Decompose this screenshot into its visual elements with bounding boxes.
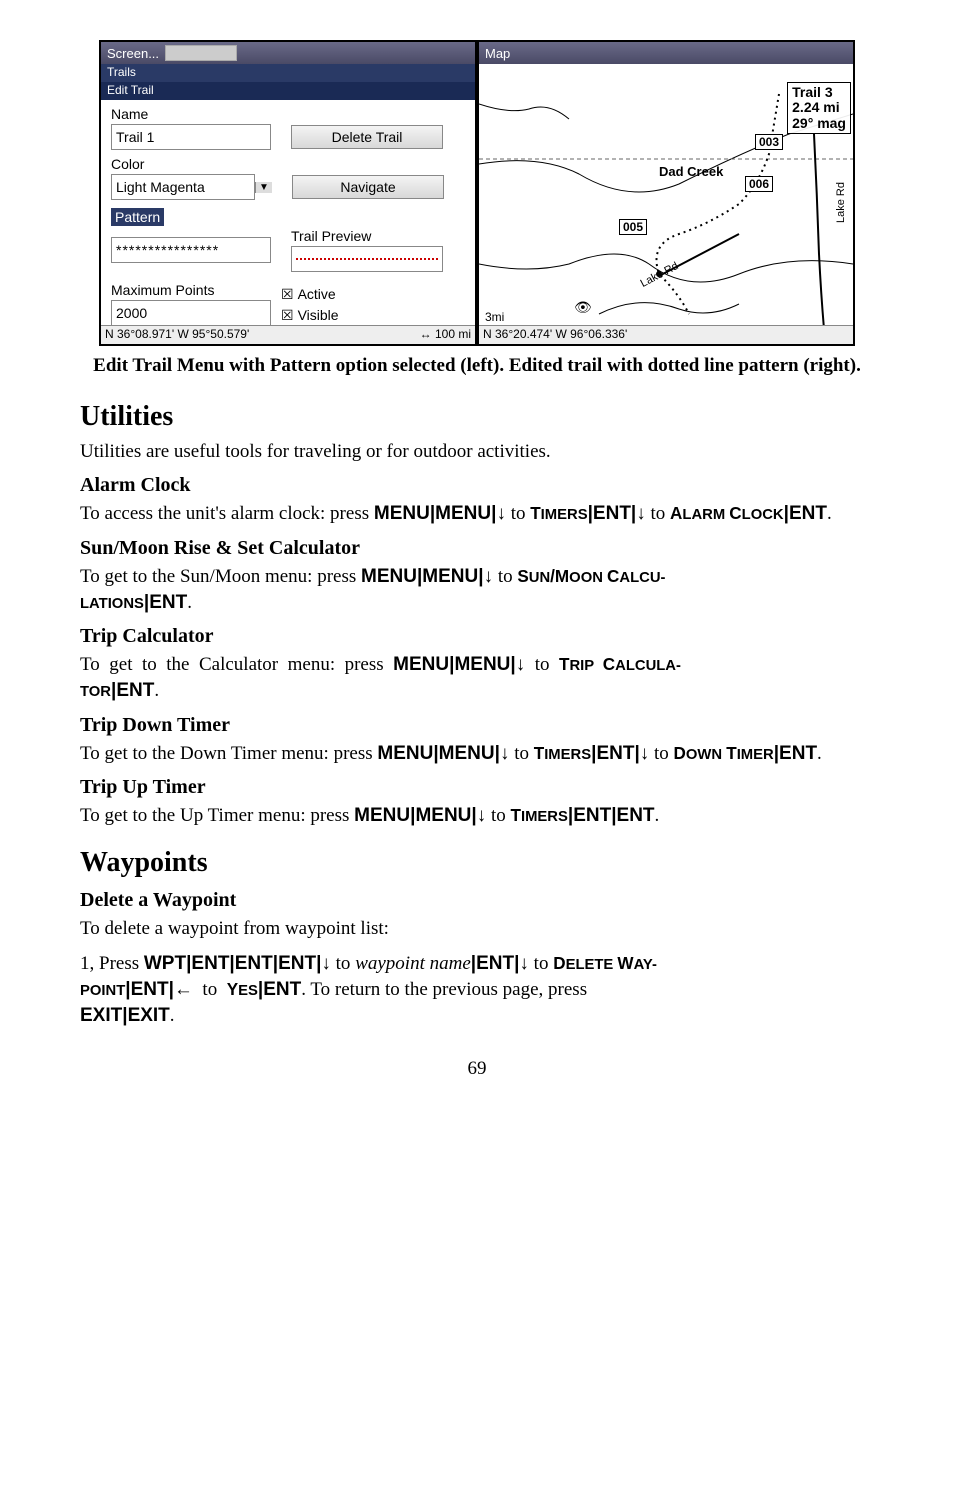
visible-label: Visible xyxy=(298,307,339,323)
map-titlebar: Map xyxy=(479,42,853,64)
figure-caption: Edit Trail Menu with Pattern option sele… xyxy=(80,354,874,379)
title-field xyxy=(165,45,237,61)
color-field[interactable]: Light Magenta xyxy=(111,174,255,200)
trail-dist: 2.24 mi xyxy=(792,100,846,115)
edit-trail-screenshot: Screen... Trails Edit Trail Name Trail 1… xyxy=(99,40,477,346)
trail-preview xyxy=(291,246,443,272)
sunmoon-heading: Sun/Moon Rise & Set Calculator xyxy=(80,537,874,560)
map-screenshot: Map Trail 3 2.24 mi xyxy=(477,40,855,346)
trail-name: Trail 3 xyxy=(792,85,846,100)
figure-row: Screen... Trails Edit Trail Name Trail 1… xyxy=(80,40,874,346)
pattern-label: Pattern xyxy=(111,208,164,226)
map-coords: N 36°20.474' W 96°06.336' xyxy=(483,327,627,343)
name-label: Name xyxy=(111,106,465,122)
lr-icon: ↔ xyxy=(420,327,432,341)
utilities-intro: Utilities are useful tools for traveling… xyxy=(80,439,874,465)
trail-preview-label: Trail Preview xyxy=(291,228,443,244)
map-area[interactable]: Trail 3 2.24 mi 29° mag Dad Creek 003 00… xyxy=(479,64,853,328)
window-title: Screen... xyxy=(107,46,159,61)
tripup-heading: Trip Up Timer xyxy=(80,776,874,799)
eye-icon: 👁 xyxy=(574,299,592,316)
delete-trail-button[interactable]: Delete Trail xyxy=(291,125,443,149)
tripcalc-heading: Trip Calculator xyxy=(80,625,874,648)
window-titlebar: Screen... xyxy=(101,42,475,64)
wp-006: 006 xyxy=(745,176,773,192)
max-points-label: Maximum Points xyxy=(111,282,281,298)
wp-003: 003 xyxy=(755,134,783,150)
lake-rd-label: Lake Rd xyxy=(835,182,847,223)
utilities-heading: Utilities xyxy=(80,401,874,433)
active-label: Active xyxy=(298,286,336,302)
map-title: Map xyxy=(485,46,510,61)
active-checkbox[interactable]: ☒Active xyxy=(281,286,339,303)
tripdown-body: To get to the Down Timer menu: press MEN… xyxy=(80,741,874,767)
trail-info-box: Trail 3 2.24 mi 29° mag xyxy=(787,82,851,134)
trail-bearing: 29° mag xyxy=(792,116,846,131)
delete-waypoint-heading: Delete a Waypoint xyxy=(80,889,874,912)
page-number: 69 xyxy=(80,1058,874,1080)
alarm-clock-heading: Alarm Clock xyxy=(80,474,874,497)
status-bar: N 36°08.971' W 95°50.579' ↔ 100 mi xyxy=(101,325,475,344)
tab-trails[interactable]: Trails xyxy=(101,64,475,82)
delete-waypoint-steps: 1, Press WPT|ENT|ENT|ENT|↓ to waypoint n… xyxy=(80,951,874,1028)
max-points-field[interactable]: 2000 xyxy=(111,300,271,326)
visible-checkbox[interactable]: ☒Visible xyxy=(281,307,339,324)
map-status-bar: N 36°20.474' W 96°06.336' xyxy=(479,325,853,344)
tripcalc-body: To get to the Calculator menu: press MEN… xyxy=(80,652,874,703)
dad-creek-label: Dad Creek xyxy=(659,164,723,179)
pattern-field[interactable]: **************** xyxy=(111,237,271,263)
section-edit-trail: Edit Trail xyxy=(101,82,475,100)
sunmoon-body: To get to the Sun/Moon menu: press MENU|… xyxy=(80,564,874,615)
delete-waypoint-intro: To delete a waypoint from waypoint list: xyxy=(80,916,874,942)
coords: N 36°08.971' W 95°50.579' xyxy=(105,327,249,343)
alarm-clock-body: To access the unit's alarm clock: press … xyxy=(80,501,874,527)
zoom-level: 100 mi xyxy=(435,327,471,341)
tripup-body: To get to the Up Timer menu: press MENU|… xyxy=(80,803,874,829)
scale-value: 3mi xyxy=(485,310,504,324)
panel-body: Name Trail 1 Delete Trail Color Light Ma… xyxy=(101,100,475,332)
tripdown-heading: Trip Down Timer xyxy=(80,714,874,737)
map-scale: 3mi xyxy=(485,310,504,324)
chevron-down-icon[interactable]: ▼ xyxy=(255,182,272,193)
color-label: Color xyxy=(111,156,465,172)
navigate-button[interactable]: Navigate xyxy=(292,175,444,199)
wp-005: 005 xyxy=(619,219,647,235)
waypoints-heading: Waypoints xyxy=(80,847,874,879)
name-field[interactable]: Trail 1 xyxy=(111,124,271,150)
